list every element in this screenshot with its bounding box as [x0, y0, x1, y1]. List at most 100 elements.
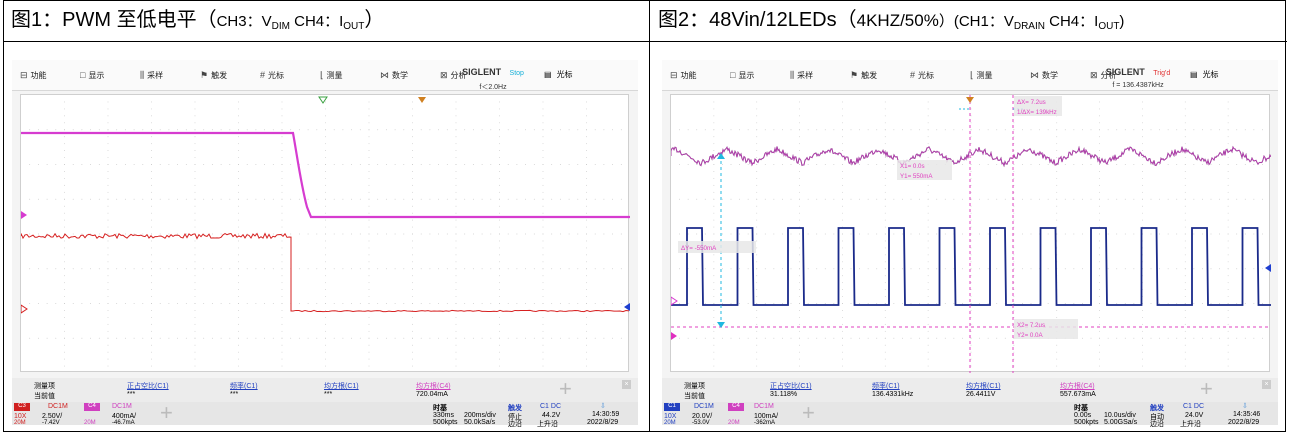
grid-dot: [220, 129, 222, 131]
menu-item-5[interactable]: ⌊ 测量: [312, 70, 372, 81]
grid-dot: [238, 247, 239, 249]
grid-dot: [1253, 303, 1255, 304]
grid-dot: [90, 233, 92, 235]
menu-item-4[interactable]: # 光标: [902, 70, 962, 81]
meas-header[interactable]: 均方根(C4): [1060, 383, 1095, 390]
grid-dot: [359, 198, 361, 200]
grid-dot: [781, 303, 783, 304]
channel-coupling: DC1M: [48, 403, 68, 410]
grid-dot: [841, 150, 843, 152]
grid-dot: [594, 164, 596, 165]
caption-text: CH4：I: [1044, 12, 1099, 30]
grid-dot: [429, 337, 431, 339]
grid-dot: [499, 108, 500, 110]
menu-item-0[interactable]: ⊟ 功能: [662, 70, 722, 81]
grid-dot: [472, 303, 474, 304]
grid-dot: [542, 157, 544, 158]
add-channel-icon[interactable]: +: [802, 400, 815, 425]
waveform-grid[interactable]: ΔX= 7.2us 1/ΔX= 139kHz X1= 0.0s Y1= 550mA ΔY…: [670, 94, 1271, 373]
grid-dot: [1013, 122, 1015, 124]
meas-header[interactable]: 频率(C1): [230, 383, 258, 390]
grid-dot: [816, 303, 818, 304]
meas-header[interactable]: 均方根(C1): [966, 383, 1001, 390]
grid-dot: [507, 233, 509, 235]
cursor-tab[interactable]: ▤ 光标: [1190, 69, 1219, 80]
grid-dot: [1184, 323, 1186, 325]
menu-item-5[interactable]: ⌊ 测量: [962, 70, 1022, 81]
menu-item-7[interactable]: ⊠ 分析: [1082, 70, 1142, 81]
grid-dot: [490, 233, 492, 235]
grid-dot: [1210, 268, 1212, 270]
cursor-tab-icon: ▤: [544, 70, 552, 79]
meas-header[interactable]: 均方根(C4): [416, 383, 451, 390]
cursor-tab[interactable]: ▤ 光标: [544, 69, 573, 80]
close-icon[interactable]: ×: [1262, 380, 1271, 389]
menu-item-4[interactable]: # 光标: [252, 70, 312, 81]
grid-dot: [970, 247, 972, 249]
grid-dot: [987, 164, 989, 165]
menu-item-1[interactable]: □ 显示: [722, 70, 782, 81]
grid-dot: [876, 233, 878, 235]
waveform-grid[interactable]: [20, 94, 630, 372]
menu-item-label: 分析: [1100, 70, 1117, 80]
meas-header[interactable]: 频率(C1): [872, 383, 900, 390]
add-measurement-icon[interactable]: +: [559, 376, 572, 401]
grid-dot: [730, 233, 732, 235]
grid-dot: [927, 351, 929, 353]
channel-tag-c4[interactable]: C4: [84, 403, 100, 411]
grid-dot: [464, 164, 466, 165]
meas-header[interactable]: 均方根(C1): [324, 383, 359, 390]
grid-dot: [185, 198, 187, 200]
run-status[interactable]: Trig'd: [1153, 70, 1171, 77]
channel-tag-c1[interactable]: C1: [664, 403, 680, 411]
grid-dot: [533, 268, 535, 270]
menu-item-2[interactable]: ⫼ 采样: [132, 70, 192, 81]
channel-tag-c3[interactable]: C3: [14, 403, 30, 411]
grid-dot: [1047, 303, 1049, 304]
grid-dot: [1056, 191, 1058, 193]
menu-item-2[interactable]: ⫼ 采样: [782, 70, 842, 81]
grid-dot: [377, 233, 379, 235]
grid-dot: [764, 337, 766, 339]
menu-item-6[interactable]: ⋈ 数学: [1022, 70, 1082, 81]
grid-dot: [936, 233, 938, 235]
run-status[interactable]: Stop: [509, 70, 524, 77]
grid-dot: [272, 233, 274, 235]
grid-dot: [884, 212, 886, 214]
meas-header[interactable]: 正占空比(C1): [770, 383, 812, 390]
grid-dot: [211, 233, 213, 235]
grid-dot: [499, 268, 500, 270]
grid-dot: [1184, 191, 1186, 193]
grid-dot: [307, 164, 309, 165]
grid-dot: [1047, 233, 1049, 235]
menu-item-3[interactable]: ⚑ 触发: [842, 70, 902, 81]
meas-header[interactable]: 正占空比(C1): [127, 383, 169, 390]
grid-dot: [385, 303, 387, 304]
grid-dot: [944, 129, 946, 131]
grid-dot: [756, 351, 758, 353]
grid-dot: [824, 129, 826, 131]
grid-dot: [220, 268, 222, 270]
menu-item-7[interactable]: ⊠ 分析: [432, 70, 492, 81]
grid-dot: [594, 233, 596, 235]
add-channel-icon[interactable]: +: [160, 400, 173, 425]
grid-dot: [1184, 171, 1186, 172]
grid-dot: [107, 247, 109, 249]
menu-item-6[interactable]: ⋈ 数学: [372, 70, 432, 81]
menu-item-3[interactable]: ⚑ 触发: [192, 70, 252, 81]
add-measurement-icon[interactable]: +: [1200, 376, 1213, 401]
menu-item-0[interactable]: ⊟ 功能: [12, 70, 72, 81]
grid-dot: [713, 212, 715, 214]
grid-dot: [64, 101, 65, 103]
grid-dot: [1210, 233, 1212, 235]
menu-item-1[interactable]: □ 显示: [72, 70, 132, 81]
grid-dot: [368, 164, 370, 165]
grid-dot: [1201, 198, 1203, 200]
grid-dot: [1261, 198, 1263, 200]
grid-dot: [884, 247, 886, 249]
grid-dot: [927, 205, 929, 207]
grid-dot: [107, 233, 109, 235]
grid-dot: [438, 198, 440, 200]
channel-tag-c4[interactable]: C4: [728, 403, 744, 411]
close-icon[interactable]: ×: [622, 380, 631, 389]
